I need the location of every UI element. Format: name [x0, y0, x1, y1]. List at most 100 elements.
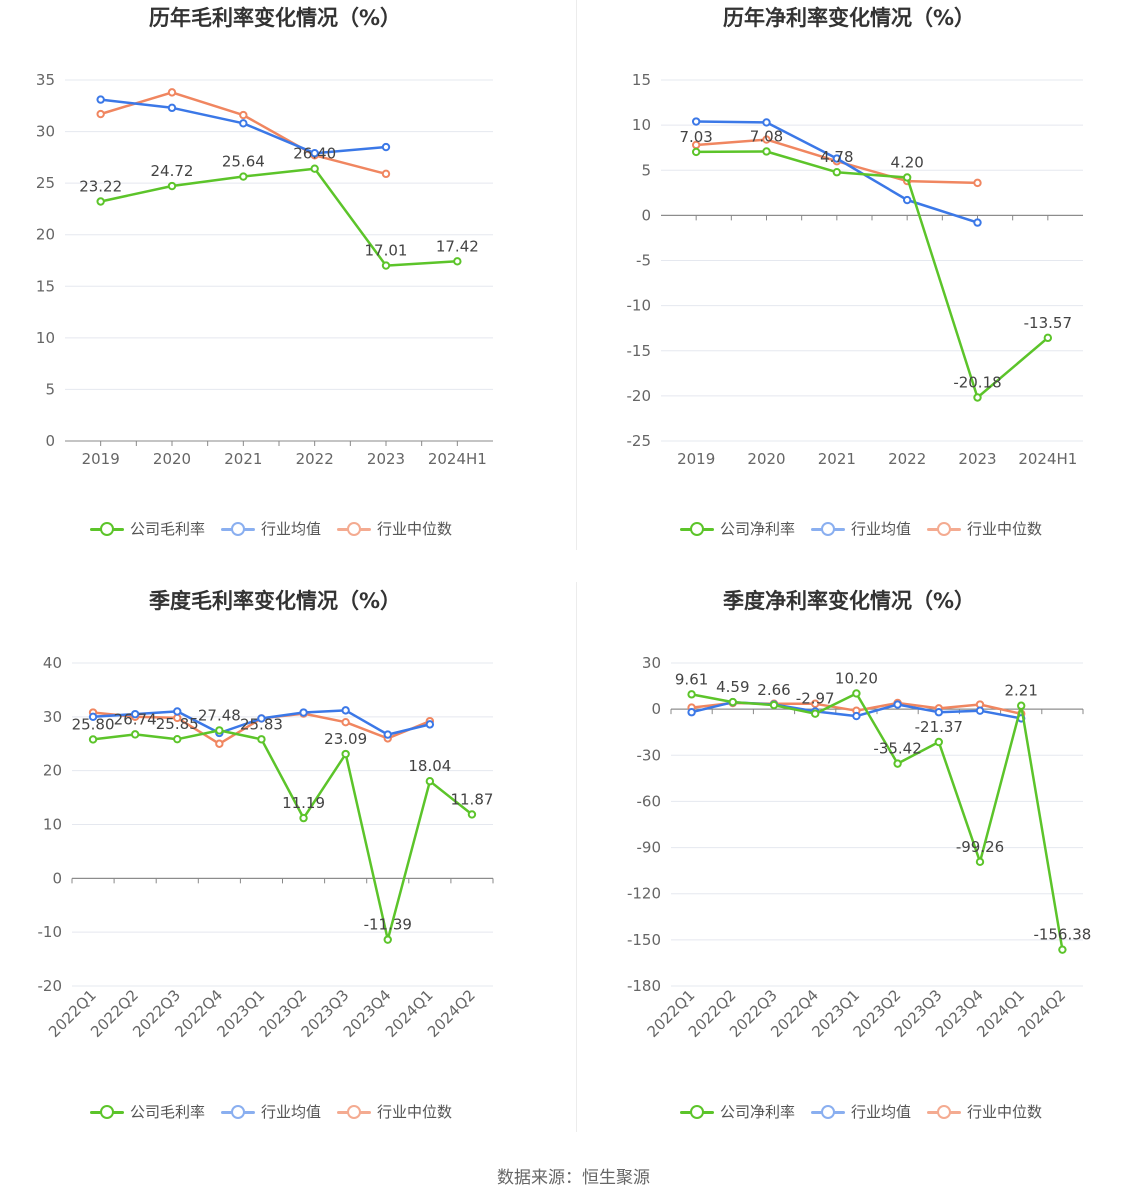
y-tick-label: -60	[637, 792, 662, 810]
series-line-company	[691, 692, 1064, 950]
data-point-avg	[239, 119, 248, 128]
data-point-company	[383, 935, 392, 944]
legend-industry-avg[interactable]: 行业均值	[221, 518, 321, 539]
data-point-company	[728, 697, 738, 707]
data-point-company	[762, 147, 771, 156]
data-point-company	[96, 197, 105, 206]
y-tick-label: 20	[43, 762, 62, 780]
legend-label: 公司毛利率	[130, 1103, 206, 1121]
data-point-company	[975, 857, 985, 867]
legend-marker-median	[337, 1104, 372, 1119]
legend-marker-company	[680, 1104, 714, 1119]
y-tick-label: 25	[36, 174, 55, 192]
annual-net-margin-plot: -25 -20 -15 -10 -5 0 5 10 15 2019 2020 2021 2022 2023…	[627, 71, 1083, 468]
y-tick-label: -5	[636, 252, 651, 270]
data-label: -21.37	[915, 718, 963, 736]
chart-title: 历年毛利率变化情况（%）	[148, 6, 402, 30]
data-label: -99.26	[956, 838, 1004, 856]
x-tick-label: 2021	[818, 450, 856, 468]
legend-label: 公司毛利率	[130, 520, 206, 538]
annual-gross-margin-plot: 0 5 10 15 20 25 30 35 2019 2020 2021 2022 2023 2024H1…	[36, 71, 493, 468]
data-point-avg	[130, 709, 140, 719]
data-point-median	[215, 739, 224, 748]
data-label: 17.42	[436, 237, 479, 255]
y-tick-label: -25	[627, 432, 652, 450]
data-point-company	[769, 700, 779, 710]
legend-marker-company	[680, 521, 714, 536]
data-point-median	[341, 718, 350, 727]
data-label: -20.18	[953, 373, 1001, 391]
data-point-avg	[973, 218, 982, 227]
data-point-company	[687, 690, 696, 699]
data-label: -156.38	[1033, 926, 1091, 944]
data-point-company	[902, 173, 912, 182]
legend-industry-median[interactable]: 行业中位数	[337, 1101, 452, 1122]
data-point-company	[973, 393, 982, 402]
y-tick-label: 0	[52, 869, 62, 887]
y-tick-label: 0	[641, 206, 651, 224]
y-tick-label: 5	[45, 380, 55, 398]
legend-company[interactable]: 公司毛利率	[90, 1101, 205, 1122]
x-tick-label: 2023	[367, 450, 405, 468]
data-label: 27.48	[198, 706, 241, 724]
data-point-median	[167, 88, 177, 97]
data-label: 25.80	[72, 715, 115, 733]
data-point-median	[973, 178, 982, 188]
y-tick-label: 0	[651, 700, 661, 718]
data-label: -13.57	[1024, 314, 1072, 332]
data-label: 18.04	[408, 757, 451, 775]
legend-industry-avg[interactable]: 行业均值	[811, 518, 911, 539]
y-tick-label: 10	[632, 116, 651, 134]
data-label: 9.61	[675, 670, 708, 688]
data-point-median	[381, 169, 391, 179]
x-tick-label: 2024H1	[428, 450, 487, 468]
data-point-company	[811, 709, 820, 718]
x-tick-label: 2020	[747, 450, 785, 468]
x-tick-label: 2020	[153, 450, 191, 468]
y-tick-label: -180	[627, 977, 661, 995]
data-point-avg	[310, 149, 319, 158]
annual-net-margin-chart: 历年净利率变化情况（%） -25 -20 -15 -10 -5 0 5 10 15 2019 202…	[574, 0, 1147, 580]
legend-company[interactable]: 公司净利率	[680, 518, 795, 539]
data-label: 7.03	[679, 128, 712, 146]
x-tick-label: 2024H1	[1018, 450, 1077, 468]
legend-company[interactable]: 公司毛利率	[90, 518, 205, 539]
x-tick-label: 2019	[677, 450, 715, 468]
data-point-median	[96, 109, 105, 119]
data-point-company	[310, 164, 319, 173]
data-point-avg	[96, 95, 105, 104]
data-point-avg	[257, 714, 266, 723]
legend-company[interactable]: 公司净利率	[680, 1101, 795, 1122]
panel-divider	[576, 0, 577, 550]
chart-title: 历年净利率变化情况（%）	[722, 6, 976, 30]
data-point-median	[239, 110, 248, 120]
x-tick-label: 2019	[82, 450, 120, 468]
y-tick-label: 15	[632, 71, 651, 89]
legend-marker-avg	[221, 1104, 256, 1119]
y-tick-label: 30	[36, 123, 55, 141]
quarterly-net-margin-chart: 季度净利率变化情况（%） -180 -150 -120 -90 -60 -30 0 30 202…	[574, 583, 1147, 1163]
chart-title: 季度毛利率变化情况（%）	[148, 589, 402, 613]
data-point-avg	[832, 154, 842, 163]
data-point-company	[453, 257, 462, 266]
legend-marker-median	[927, 1104, 962, 1119]
data-point-avg	[852, 711, 861, 721]
legend-industry-median[interactable]: 行业中位数	[927, 518, 1042, 539]
data-point-company	[893, 759, 902, 768]
data-label: 2.66	[757, 681, 790, 699]
data-point-company	[1043, 333, 1053, 343]
data-label: 17.01	[365, 242, 408, 260]
legend-industry-avg[interactable]: 行业均值	[811, 1101, 911, 1122]
legend-label: 行业均值	[261, 1103, 322, 1121]
legend-industry-median[interactable]: 行业中位数	[927, 1101, 1042, 1122]
legend-industry-median[interactable]: 行业中位数	[337, 518, 452, 539]
legend-label: 行业中位数	[967, 1103, 1043, 1121]
data-point-company	[425, 777, 435, 786]
data-source: 数据来源：恒生聚源	[497, 1168, 650, 1188]
y-tick-label: 30	[642, 654, 661, 672]
legend-label: 行业中位数	[967, 520, 1043, 538]
data-point-company	[852, 689, 861, 698]
legend-label: 行业均值	[851, 1103, 912, 1121]
legend-industry-avg[interactable]: 行业均值	[221, 1101, 321, 1122]
data-point-company	[215, 726, 224, 735]
